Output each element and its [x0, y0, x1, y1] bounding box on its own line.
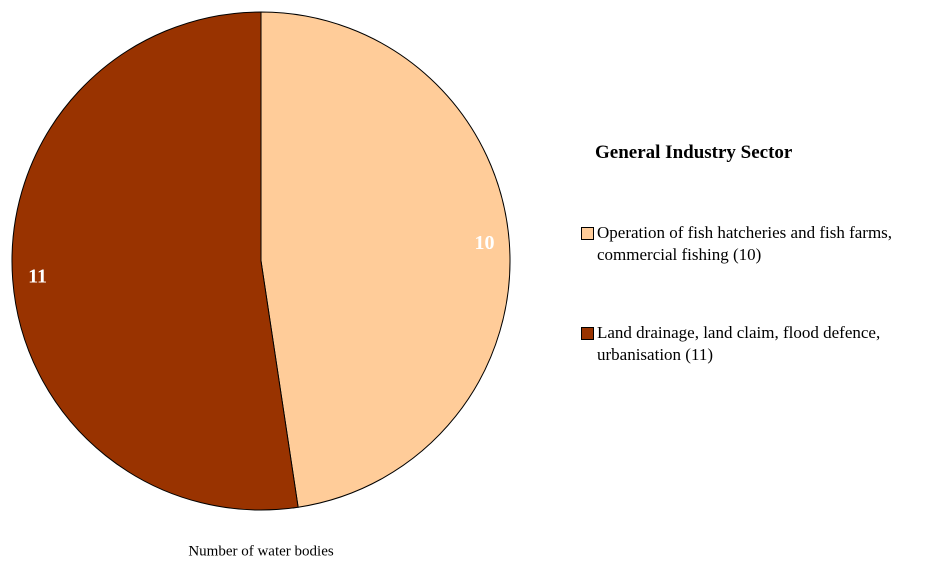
data-label: 11	[28, 265, 47, 287]
legend-label: Operation of fish hatcheries and fish fa…	[597, 223, 893, 264]
legend-entry: Land drainage, land claim, flood defence…	[581, 322, 941, 366]
legend-title: General Industry Sector	[595, 142, 793, 163]
legend-swatch	[581, 227, 594, 240]
legend: General Industry Sector Operation of fis…	[581, 142, 941, 422]
x-axis-label: Number of water bodies	[188, 543, 334, 559]
data-label: 10	[474, 232, 494, 254]
legend-label: Land drainage, land claim, flood defence…	[597, 323, 881, 364]
pie-slice	[260, 11, 511, 508]
legend-swatch	[581, 327, 594, 340]
legend-entry: Operation of fish hatcheries and fish fa…	[581, 222, 941, 266]
pie-slice	[11, 11, 299, 511]
